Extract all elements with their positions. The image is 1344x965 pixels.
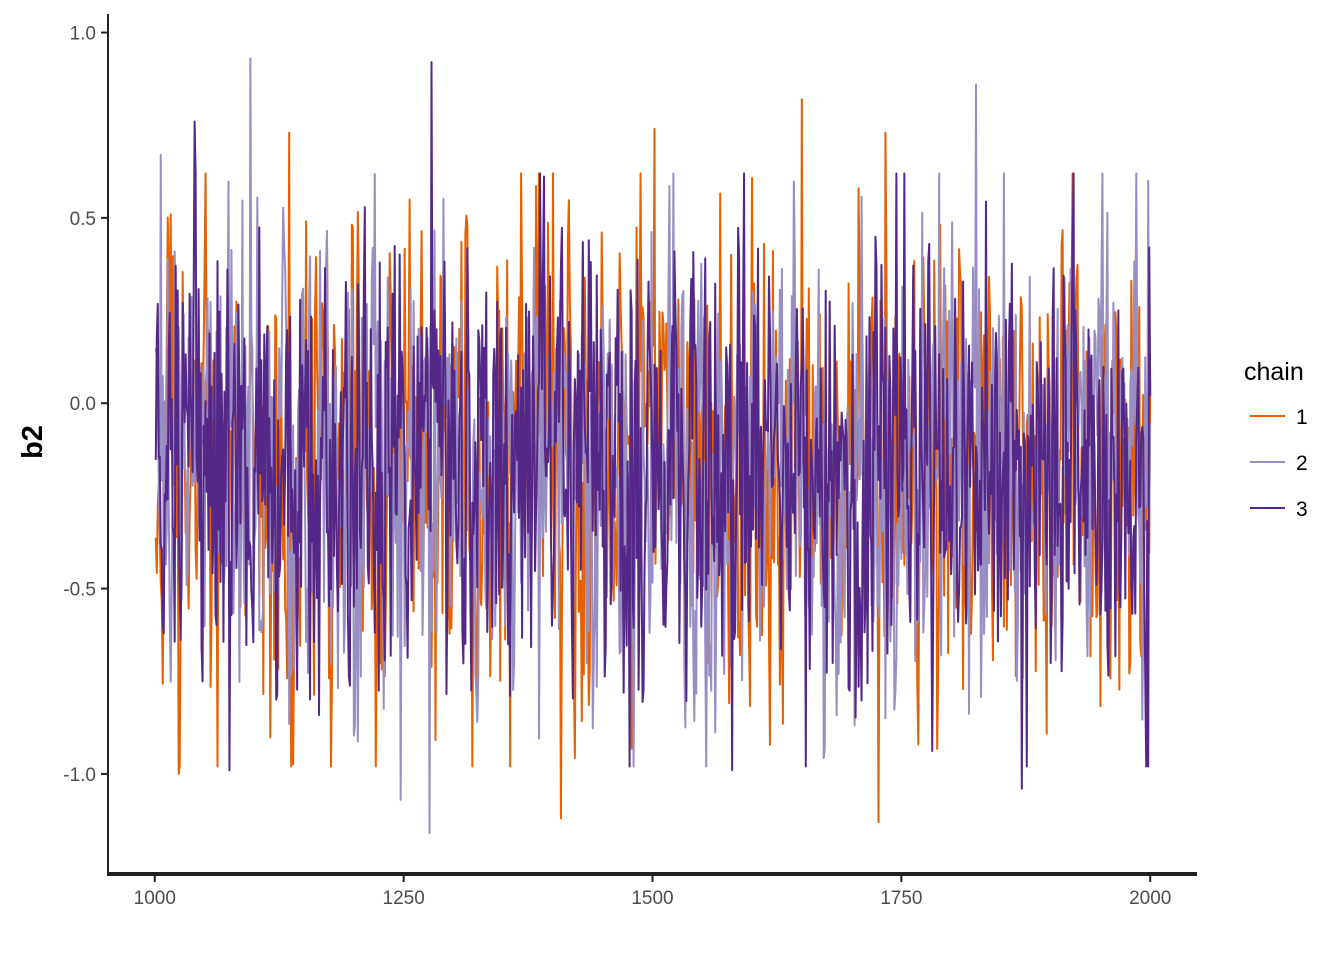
y-tick-label: 0.5 — [70, 209, 96, 230]
y-tick-label: -0.5 — [63, 580, 96, 601]
y-ticks: -1.0 -0.5 0.0 0.5 1.0 — [63, 24, 108, 786]
legend: chain 1 2 3 — [1244, 358, 1308, 521]
x-tick-label: 2000 — [1129, 888, 1171, 909]
y-tick-label: -1.0 — [63, 765, 96, 786]
legend-label-chain-1: 1 — [1296, 406, 1308, 429]
x-tick-label: 1000 — [134, 888, 176, 909]
x-tick-label: 1500 — [631, 888, 673, 909]
chain-3-trace — [154, 61, 1152, 790]
legend-label-chain-2: 2 — [1296, 452, 1308, 475]
y-tick-label: 0.0 — [70, 394, 96, 415]
x-tick-label: 1750 — [880, 888, 922, 909]
x-ticks: 1000 1250 1500 1750 2000 — [134, 874, 1171, 909]
series-layer — [154, 57, 1152, 835]
legend-label-chain-3: 3 — [1296, 498, 1308, 521]
legend-title: chain — [1244, 358, 1304, 386]
y-axis-label: b2 — [17, 425, 49, 459]
y-tick-label: 1.0 — [70, 24, 96, 45]
legend-items: 1 2 3 — [1250, 406, 1308, 521]
x-tick-label: 1250 — [383, 888, 425, 909]
